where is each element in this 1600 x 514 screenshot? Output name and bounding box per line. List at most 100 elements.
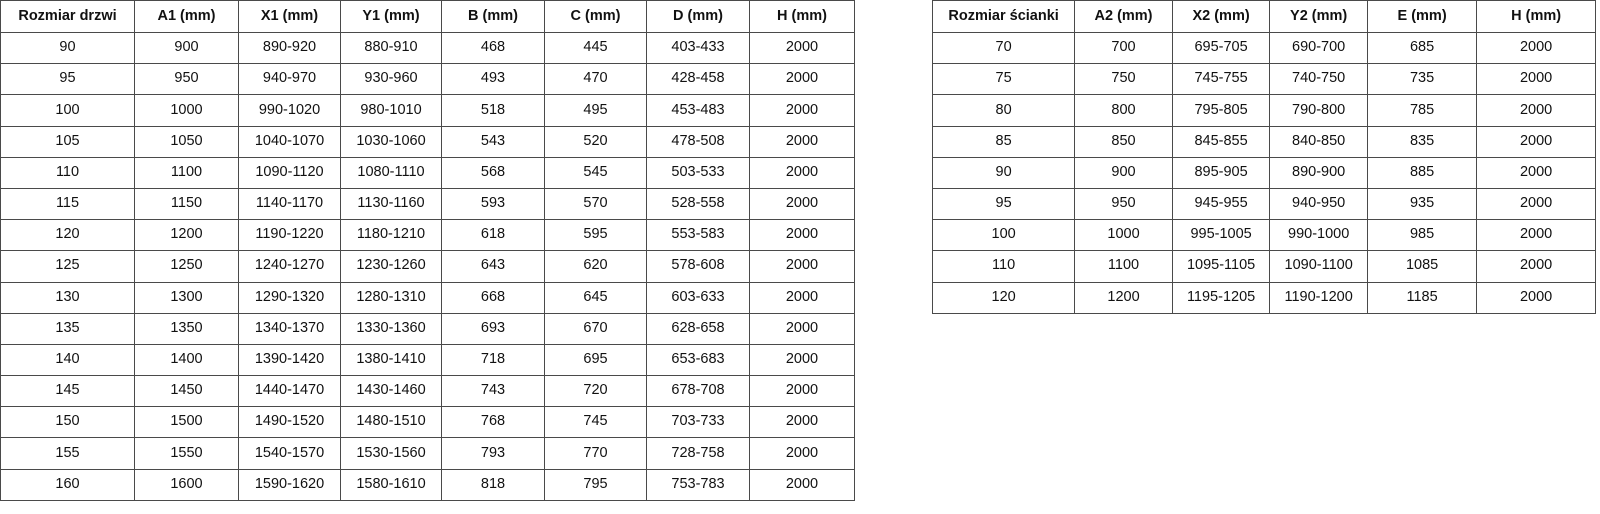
table-cell: 728-758 bbox=[646, 437, 750, 470]
table-cell: 800 bbox=[1074, 94, 1173, 127]
table-cell: 900 bbox=[1074, 156, 1173, 189]
table-cell: 150 bbox=[0, 406, 135, 439]
table-row: 130 1300 1290-1320 1280-1310 668 645 603-633 20… bbox=[0, 281, 855, 314]
table-cell: 1300 bbox=[134, 281, 239, 314]
table-cell: 950 bbox=[1074, 187, 1173, 221]
table-cell: 795-805 bbox=[1171, 94, 1271, 127]
table-cell: 990-1020 bbox=[238, 94, 341, 127]
table-cell: 2000 bbox=[1476, 125, 1596, 158]
table-cell: 1140-1170 bbox=[238, 187, 341, 221]
table-cell: 428-458 bbox=[646, 63, 750, 96]
table-cell: 703-733 bbox=[646, 406, 750, 439]
table-cell: 145 bbox=[0, 375, 135, 408]
table-cell: 890-920 bbox=[238, 31, 341, 65]
table-cell: 130 bbox=[0, 281, 135, 314]
table-cell: 720 bbox=[544, 375, 647, 408]
table-row: 90 900 895-905 890-900 885 2000 bbox=[931, 156, 1596, 189]
table-cell: 1390-1420 bbox=[238, 343, 341, 377]
table-cell: 653-683 bbox=[646, 343, 750, 377]
table-cell: 95 bbox=[931, 187, 1076, 221]
table-row: 135 1350 1340-1370 1330-1360 693 670 628-658 20… bbox=[0, 312, 855, 345]
table-cell: 1000 bbox=[1074, 219, 1173, 252]
table-cell: 693 bbox=[441, 312, 545, 345]
table-cell: 1090-1120 bbox=[238, 156, 341, 189]
column-header: C (mm) bbox=[544, 0, 647, 33]
table-cell: 895-905 bbox=[1171, 156, 1271, 189]
table-cell: 2000 bbox=[749, 94, 855, 127]
column-header: A2 (mm) bbox=[1074, 0, 1173, 33]
table-cell: 1250 bbox=[134, 250, 239, 283]
table-row: 90 900 890-920 880-910 468 445 403-433 2000 bbox=[0, 31, 855, 65]
table-cell: 1380-1410 bbox=[340, 343, 442, 377]
table-cell: 670 bbox=[544, 312, 647, 345]
table-cell: 478-508 bbox=[646, 125, 750, 158]
table-cell: 115 bbox=[0, 187, 135, 221]
table-cell: 1580-1610 bbox=[340, 468, 442, 501]
table-cell: 80 bbox=[931, 94, 1076, 127]
table-cell: 1490-1520 bbox=[238, 406, 341, 439]
table-cell: 2000 bbox=[1476, 219, 1596, 252]
table-cell: 95 bbox=[0, 63, 135, 96]
table-cell: 570 bbox=[544, 187, 647, 221]
table-cell: 495 bbox=[544, 94, 647, 127]
table-cell: 1085 bbox=[1366, 250, 1478, 283]
table-cell: 745 bbox=[544, 406, 647, 439]
table-cell: 2000 bbox=[1476, 31, 1596, 65]
table-cell: 2000 bbox=[1476, 63, 1596, 96]
table-cell: 445 bbox=[544, 31, 647, 65]
table-cell: 2000 bbox=[1476, 250, 1596, 283]
table-cell: 1030-1060 bbox=[340, 125, 442, 158]
table-cell: 1350 bbox=[134, 312, 239, 345]
table-cell: 1195-1205 bbox=[1171, 281, 1271, 314]
column-header: Y1 (mm) bbox=[340, 0, 442, 33]
table-cell: 793 bbox=[441, 437, 545, 470]
table-header-row: Rozmiar drzwi A1 (mm) X1 (mm) Y1 (mm) B (mm)… bbox=[0, 0, 855, 33]
table-cell: 125 bbox=[0, 250, 135, 283]
table-cell: 140 bbox=[0, 343, 135, 377]
table-cell: 518 bbox=[441, 94, 545, 127]
table-cell: 930-960 bbox=[340, 63, 442, 96]
table-row: 160 1600 1590-1620 1580-1610 818 795 753-783 20… bbox=[0, 468, 855, 501]
table-cell: 110 bbox=[0, 156, 135, 189]
table-cell: 2000 bbox=[749, 281, 855, 314]
table-cell: 678-708 bbox=[646, 375, 750, 408]
table-cell: 2000 bbox=[749, 437, 855, 470]
table-cell: 1080-1110 bbox=[340, 156, 442, 189]
table-cell: 795 bbox=[544, 468, 647, 501]
table-cell: 1550 bbox=[134, 437, 239, 470]
column-header: E (mm) bbox=[1366, 0, 1478, 33]
table-cell: 980-1010 bbox=[340, 94, 442, 127]
table-cell: 2000 bbox=[1476, 156, 1596, 189]
door-size-table: Rozmiar drzwi A1 (mm) X1 (mm) Y1 (mm) B (mm)… bbox=[0, 0, 855, 501]
column-header: X2 (mm) bbox=[1171, 0, 1271, 33]
table-cell: 685 bbox=[1366, 31, 1478, 65]
table-cell: 1200 bbox=[134, 219, 239, 252]
table-cell: 1100 bbox=[1074, 250, 1173, 283]
table-cell: 1480-1510 bbox=[340, 406, 442, 439]
table-cell: 740-750 bbox=[1269, 63, 1368, 96]
table-cell: 403-433 bbox=[646, 31, 750, 65]
table-cell: 1050 bbox=[134, 125, 239, 158]
table-cell: 2000 bbox=[749, 187, 855, 221]
table-cell: 1540-1570 bbox=[238, 437, 341, 470]
column-header: H (mm) bbox=[749, 0, 855, 33]
column-header: B (mm) bbox=[441, 0, 545, 33]
table-row: 100 1000 995-1005 990-1000 985 2000 bbox=[931, 219, 1596, 252]
table-cell: 1230-1260 bbox=[340, 250, 442, 283]
table-cell: 690-700 bbox=[1269, 31, 1368, 65]
table-row: 105 1050 1040-1070 1030-1060 543 520 478-508 20… bbox=[0, 125, 855, 158]
table-cell: 593 bbox=[441, 187, 545, 221]
column-header: X1 (mm) bbox=[238, 0, 341, 33]
table-cell: 643 bbox=[441, 250, 545, 283]
table-row: 110 1100 1095-1105 1090-1100 1085 2000 bbox=[931, 250, 1596, 283]
column-header: A1 (mm) bbox=[134, 0, 239, 33]
table-cell: 1130-1160 bbox=[340, 187, 442, 221]
table-row: 155 1550 1540-1570 1530-1560 793 770 728-758 20… bbox=[0, 437, 855, 470]
table-cell: 578-608 bbox=[646, 250, 750, 283]
table-cell: 2000 bbox=[749, 406, 855, 439]
table-cell: 880-910 bbox=[340, 31, 442, 65]
table-row: 75 750 745-755 740-750 735 2000 bbox=[931, 63, 1596, 96]
column-header: H (mm) bbox=[1476, 0, 1596, 33]
table-cell: 890-900 bbox=[1269, 156, 1368, 189]
table-cell: 528-558 bbox=[646, 187, 750, 221]
